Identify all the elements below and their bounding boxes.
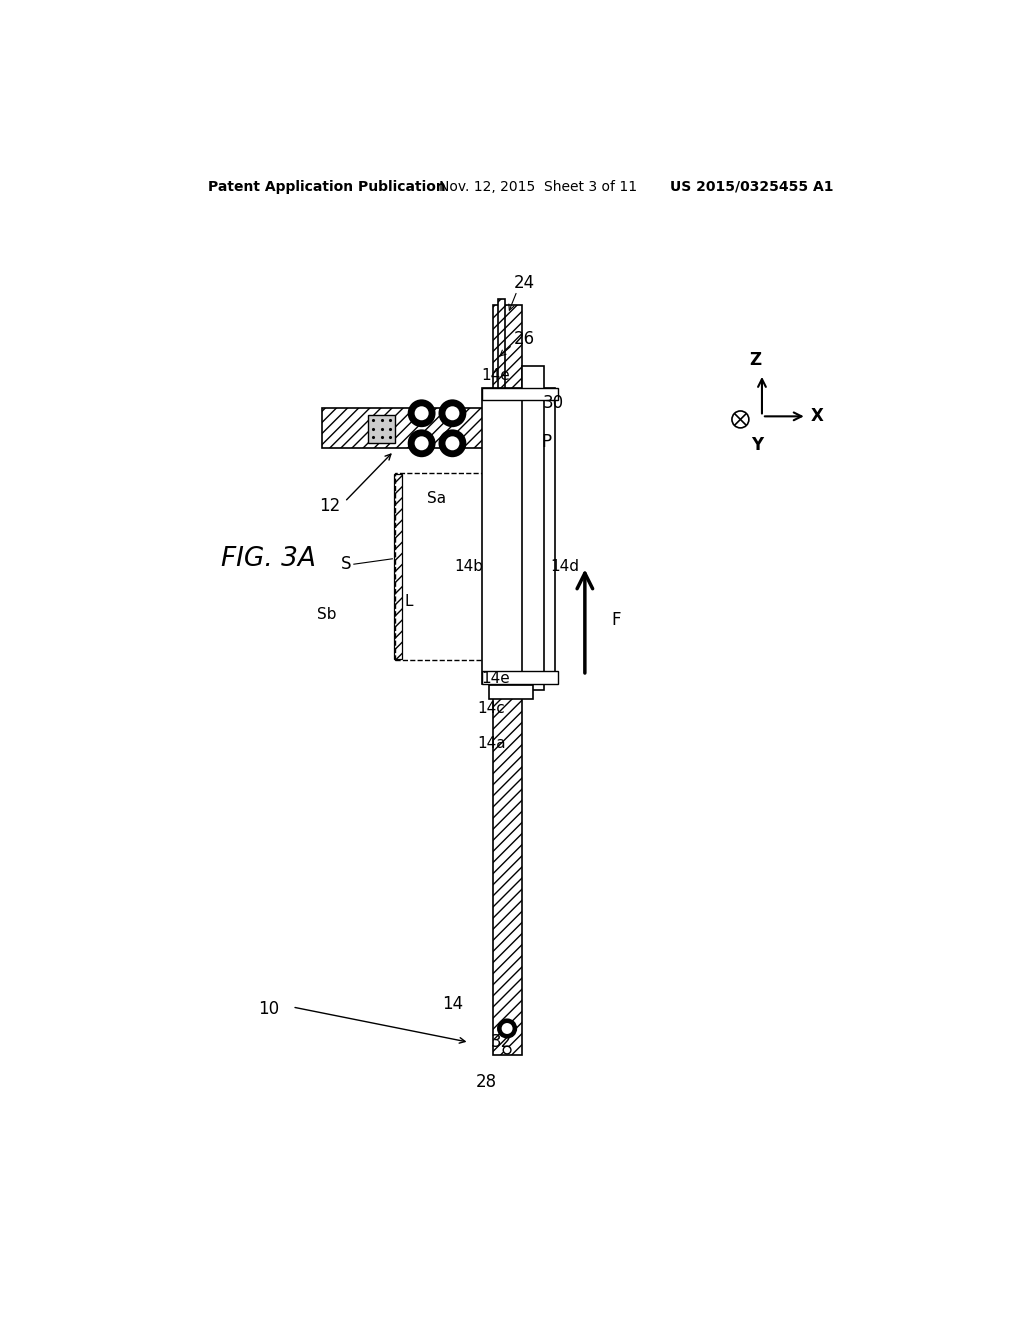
Text: 12: 12 [318,498,340,515]
Circle shape [503,424,512,433]
Text: 14a: 14a [477,737,506,751]
Text: Sa: Sa [427,491,446,507]
Text: L: L [404,594,413,609]
Bar [322,408,494,447]
Bar [394,474,402,659]
Bar [498,298,505,412]
Text: 30: 30 [543,395,563,412]
Text: 28: 28 [476,1073,497,1092]
Circle shape [416,437,428,450]
Text: Sb: Sb [317,607,337,622]
Text: 14d: 14d [550,558,580,574]
Circle shape [503,1047,511,1053]
Circle shape [439,400,466,426]
Text: X: X [810,408,823,425]
Text: P: P [541,433,551,450]
Text: 24: 24 [514,275,536,292]
Text: 14e: 14e [481,368,510,383]
Circle shape [503,1024,512,1034]
Text: F: F [611,611,621,630]
Text: 14: 14 [442,995,463,1012]
Bar [482,388,558,400]
Circle shape [446,407,459,420]
Circle shape [416,407,428,420]
Text: FIG. 3A: FIG. 3A [221,545,316,572]
Text: US 2015/0325455 A1: US 2015/0325455 A1 [670,180,834,194]
Text: S: S [341,556,351,573]
Text: Patent Application Publication: Patent Application Publication [208,180,445,194]
Bar [494,305,522,1056]
Text: Nov. 12, 2015  Sheet 3 of 11: Nov. 12, 2015 Sheet 3 of 11 [438,180,637,194]
Circle shape [732,411,749,428]
Text: Z: Z [750,351,762,368]
Text: Y: Y [752,437,763,454]
Bar [482,671,558,684]
Circle shape [446,437,459,450]
Text: 32: 32 [490,1034,512,1051]
Text: 14e: 14e [481,671,510,685]
Circle shape [498,1019,516,1038]
Bar [482,388,555,684]
Bar [488,685,534,700]
Circle shape [498,418,516,437]
Circle shape [409,430,435,457]
Bar [395,473,494,660]
Text: 26: 26 [514,330,536,348]
Text: 14c: 14c [477,701,505,717]
Text: 10: 10 [258,1001,280,1018]
Text: 14b: 14b [454,558,483,574]
Bar [488,421,506,438]
Circle shape [439,430,466,457]
Bar [368,414,395,442]
Circle shape [409,400,435,426]
Bar [522,367,544,689]
